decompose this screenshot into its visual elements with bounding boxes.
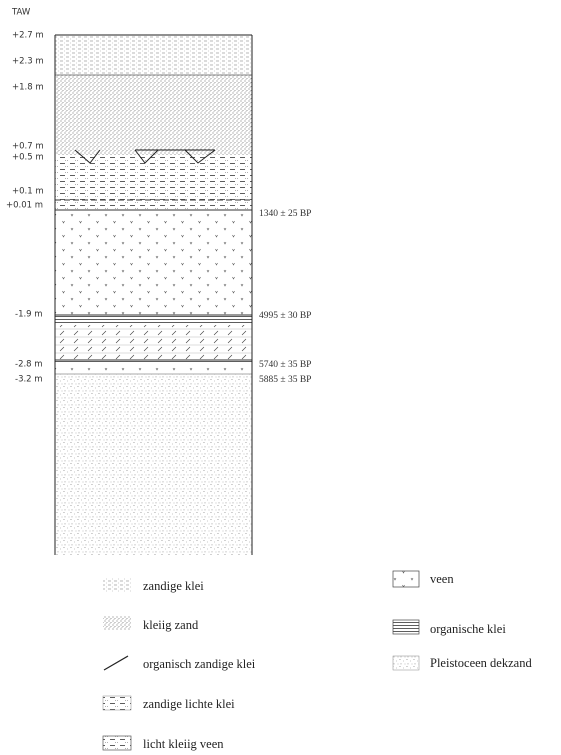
depth-label: +2.3 m (12, 57, 44, 67)
depth-labels: +2.7 m +2.3 m +1.8 m +0.7 m +0.5 m +0.1 … (6, 31, 44, 385)
date-label: 1340 ± 25 BP (259, 209, 311, 219)
depth-label: -3.2 m (15, 375, 43, 385)
depth-label: -2.8 m (15, 360, 43, 370)
date-label: 4995 ± 30 BP (259, 311, 311, 321)
legend: zandige klei kleiig zand organisch zandi… (103, 571, 532, 751)
depth-label: +2.7 m (12, 31, 44, 41)
depth-label: +0.5 m (12, 153, 44, 163)
axis-label: TAW (11, 8, 31, 18)
legend-label: organische klei (430, 622, 506, 636)
depth-label: +1.8 m (12, 83, 44, 93)
legend-label: licht kleiig veen (143, 737, 224, 751)
legend-label: zandige klei (143, 579, 204, 593)
date-label: 5885 ± 35 BP (259, 375, 311, 385)
legend-label: Pleistoceen dekzand (430, 656, 532, 670)
depth-label: +0.1 m (12, 187, 44, 197)
legend-label: organisch zandige klei (143, 657, 256, 671)
dates: 1340 ± 25 BP 4995 ± 30 BP 5740 ± 35 BP 5… (259, 209, 311, 385)
column (55, 35, 252, 555)
profile-diagram: TAW +2.7 m +2.3 m +1.8 m +0.7 m +0.5 m +… (0, 0, 561, 755)
depth-label: +0.7 m (12, 142, 44, 152)
depth-label: +0.01 m (6, 201, 43, 211)
legend-label: zandige lichte klei (143, 697, 235, 711)
legend-label: veen (430, 572, 454, 586)
depth-label: -1.9 m (15, 310, 43, 320)
date-label: 5740 ± 35 BP (259, 360, 311, 370)
legend-label: kleiig zand (143, 618, 199, 632)
